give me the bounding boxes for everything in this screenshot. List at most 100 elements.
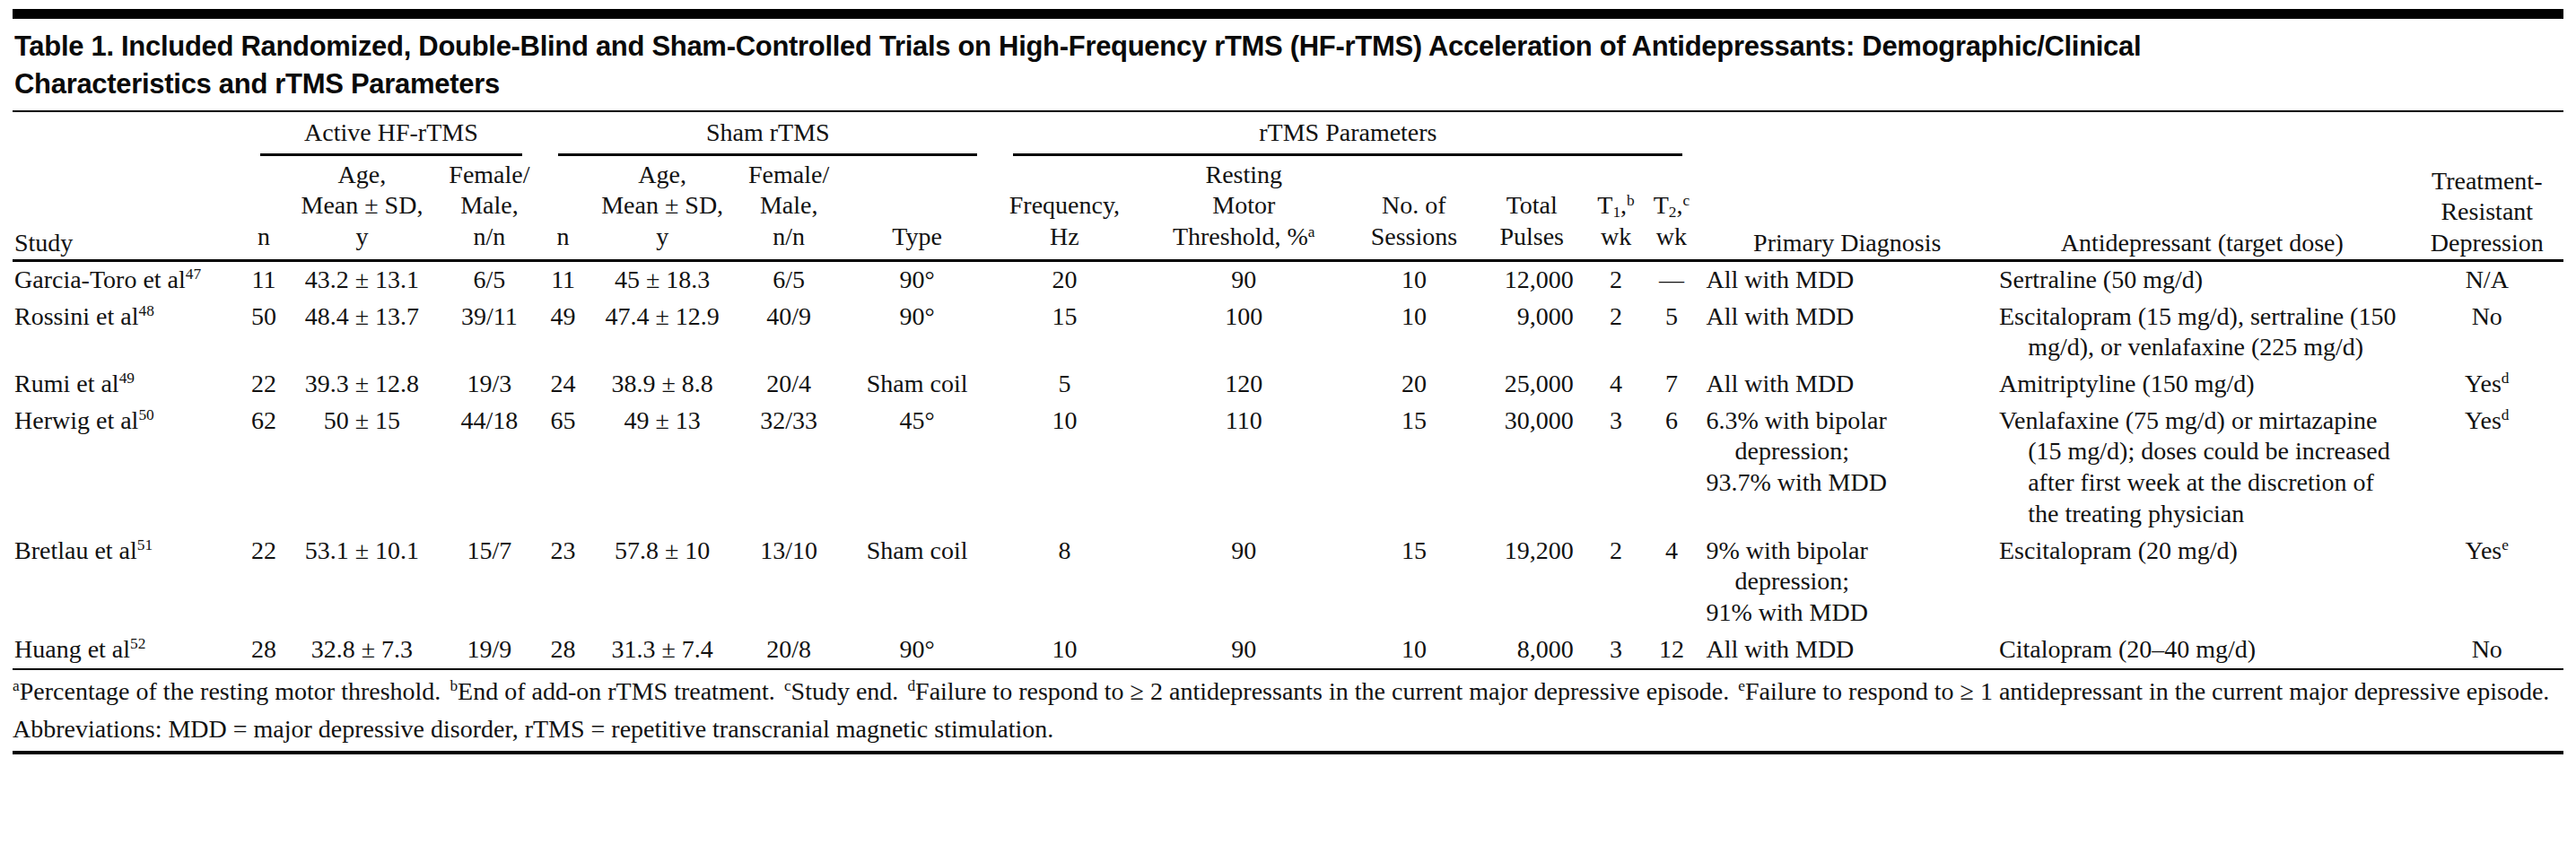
cell-resting-motor-threshold: 90 [1134, 533, 1354, 632]
cell-sham-age: 45 ± 18.3 [586, 260, 738, 298]
cell-frequency: 15 [995, 299, 1133, 366]
cell-active-female-male: 44/18 [439, 403, 541, 533]
cell-sham-type: 45° [839, 403, 995, 533]
col-header-age-active: Age, Mean ± SD, y [285, 156, 438, 261]
cell-treatment-resistant-depression: No [2411, 632, 2563, 668]
cell-treatment-resistant-depression: N/A [2411, 260, 2563, 298]
cell-total-pulses: 8,000 [1474, 632, 1590, 668]
cell-active-age: 43.2 ± 13.1 [285, 260, 438, 298]
footnote-marker: e [2502, 536, 2509, 553]
cell-frequency: 20 [995, 260, 1133, 298]
title-rule [13, 110, 2563, 112]
cell-study: Garcia-Toro et al47 [13, 260, 242, 298]
cell-study: Rumi et al49 [13, 366, 242, 403]
col-header-antidepressant: Antidepressant (target dose) [1994, 114, 2411, 260]
cell-study: Bretlau et al51 [13, 533, 242, 632]
cell-treatment-resistant-depression: Yesd [2411, 403, 2563, 533]
cell-active-female-male: 15/7 [439, 533, 541, 632]
paper-table-page: { "title": "Table 1. Included Randomized… [0, 0, 2576, 845]
col-header-age-sham: Age, Mean ± SD, y [586, 156, 738, 261]
cell-sessions: 10 [1354, 632, 1474, 668]
cell-sham-female-male: 13/10 [738, 533, 839, 632]
col-header-sessions: No. of Sessions [1354, 156, 1474, 261]
cell-frequency: 5 [995, 366, 1133, 403]
cell-sessions: 15 [1354, 533, 1474, 632]
col-header-total-pulses: Total Pulses [1474, 156, 1590, 261]
cell-t2: 5 [1642, 299, 1700, 366]
cell-total-pulses: 30,000 [1474, 403, 1590, 533]
cell-sham-age: 57.8 ± 10 [586, 533, 738, 632]
cell-sham-age: 31.3 ± 7.4 [586, 632, 738, 668]
cell-t1: 2 [1590, 260, 1643, 298]
cell-primary-diagnosis: 9% with bipolar depression;91% with MDD [1700, 533, 1994, 632]
col-header-study: Study [13, 114, 242, 260]
table-title: Table 1. Included Randomized, Double-Bli… [14, 28, 2563, 103]
cell-active-female-male: 6/5 [439, 260, 541, 298]
reference-superscript: 47 [186, 266, 201, 283]
cell-total-pulses: 19,200 [1474, 533, 1590, 632]
cell-sham-type: Sham coil [839, 366, 995, 403]
cell-study: Huang et al52 [13, 632, 242, 668]
cell-active-female-male: 39/11 [439, 299, 541, 366]
trials-table: Study Active HF-rTMS Sham rTMS rTMS Para… [13, 114, 2563, 668]
cell-sham-age: 49 ± 13 [586, 403, 738, 533]
cell-t1: 2 [1590, 299, 1643, 366]
cell-sham-n: 11 [540, 260, 586, 298]
cell-t1: 3 [1590, 632, 1643, 668]
cell-active-female-male: 19/9 [439, 632, 541, 668]
table-row: Huang et al52 28 32.8 ± 7.3 19/9 28 31.3… [13, 632, 2563, 668]
col-header-frequency: Frequency, Hz [995, 156, 1133, 261]
cell-sham-n: 24 [540, 366, 586, 403]
cell-sessions: 10 [1354, 260, 1474, 298]
cell-frequency: 8 [995, 533, 1133, 632]
cell-sham-female-male: 6/5 [738, 260, 839, 298]
footnote-marker-b: b [1627, 192, 1635, 209]
cell-sham-female-male: 32/33 [738, 403, 839, 533]
col-header-n-active: n [242, 156, 286, 261]
cell-sessions: 10 [1354, 299, 1474, 366]
cell-t2: 7 [1642, 366, 1700, 403]
cell-resting-motor-threshold: 90 [1134, 632, 1354, 668]
cell-t2: 12 [1642, 632, 1700, 668]
cell-active-age: 53.1 ± 10.1 [285, 533, 438, 632]
group-header-sham: Sham rTMS [540, 114, 995, 156]
cell-resting-motor-threshold: 120 [1134, 366, 1354, 403]
group-header-row: Study Active HF-rTMS Sham rTMS rTMS Para… [13, 114, 2563, 156]
cell-sessions: 15 [1354, 403, 1474, 533]
cell-antidepressant: Amitriptyline (150 mg/d) [1994, 366, 2411, 403]
cell-frequency: 10 [995, 632, 1133, 668]
cell-sham-age: 47.4 ± 12.9 [586, 299, 738, 366]
bottom-rule [13, 751, 2563, 754]
cell-frequency: 10 [995, 403, 1133, 533]
cell-t2: — [1642, 260, 1700, 298]
group-header-params: rTMS Parameters [995, 114, 1700, 156]
col-header-t1: T1,bwk [1590, 156, 1643, 261]
cell-sham-n: 28 [540, 632, 586, 668]
cell-resting-motor-threshold: 90 [1134, 260, 1354, 298]
cell-t2: 4 [1642, 533, 1700, 632]
cell-primary-diagnosis: All with MDD [1700, 366, 1994, 403]
reference-superscript: 51 [137, 536, 153, 553]
cell-treatment-resistant-depression: No [2411, 299, 2563, 366]
cell-t1: 3 [1590, 403, 1643, 533]
footnote-marker-a: a [1308, 223, 1315, 240]
table-row: Rumi et al49 22 39.3 ± 12.8 19/3 24 38.9… [13, 366, 2563, 403]
footnote-marker-c: c [1682, 192, 1690, 209]
cell-active-age: 50 ± 15 [285, 403, 438, 533]
col-header-female-male-active: Female/ Male, n/n [439, 156, 541, 261]
cell-sham-n: 65 [540, 403, 586, 533]
footnote-notes: aPercentage of the resting motor thresho… [13, 675, 2563, 711]
cell-active-age: 48.4 ± 13.7 [285, 299, 438, 366]
cell-antidepressant: Venlafaxine (75 mg/d) or mirtazapine (15… [1994, 403, 2411, 533]
cell-resting-motor-threshold: 110 [1134, 403, 1354, 533]
cell-total-pulses: 9,000 [1474, 299, 1590, 366]
col-header-type: Type [839, 156, 995, 261]
cell-sham-female-male: 20/8 [738, 632, 839, 668]
table-row: Bretlau et al51 22 53.1 ± 10.1 15/7 23 5… [13, 533, 2563, 632]
col-header-n-sham: n [540, 156, 586, 261]
cell-antidepressant: Escitalopram (15 mg/d), sertraline (150 … [1994, 299, 2411, 366]
cell-active-age: 32.8 ± 7.3 [285, 632, 438, 668]
footnote-abbreviations: Abbreviations: MDD = major depressive di… [13, 713, 2563, 745]
cell-sham-type: 90° [839, 632, 995, 668]
cell-sham-type: Sham coil [839, 533, 995, 632]
